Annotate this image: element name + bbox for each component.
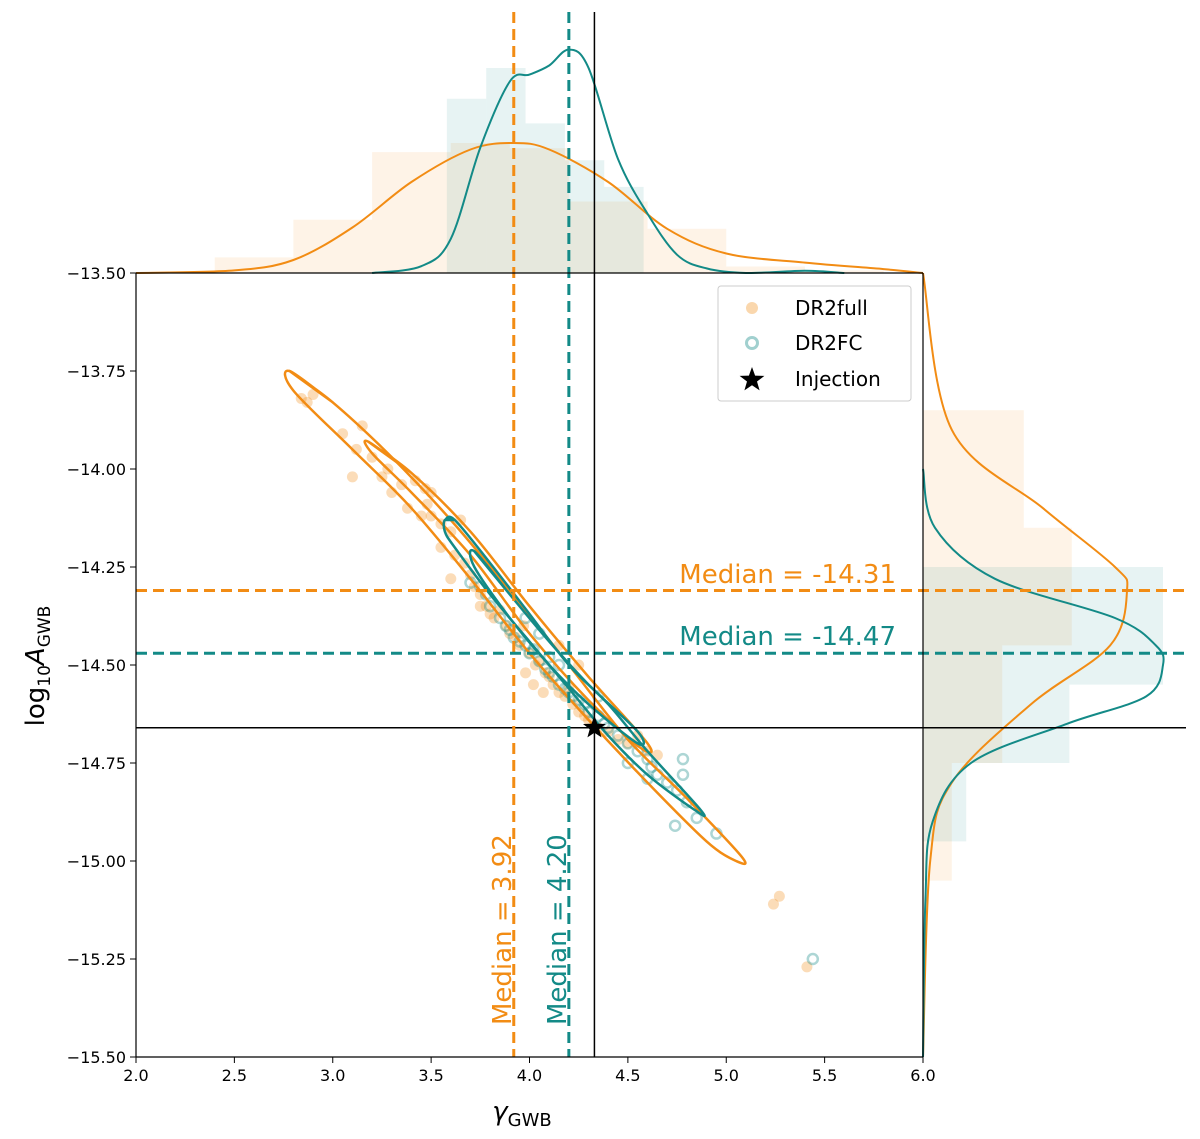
x-tick-label: 3.5: [418, 1066, 443, 1085]
point-dr2full: [773, 890, 785, 902]
point-dr2fc: [493, 611, 507, 625]
y-tick-label: −14.50: [67, 656, 126, 675]
hist-gamma-dr2fc-bar: [604, 186, 644, 273]
hist-gamma-dr2full-bar: [568, 201, 648, 273]
marginal-y-panel: [922, 272, 1165, 1058]
median-label-gamma-dr2full: Median = 3.92: [488, 834, 518, 1025]
x-tick-label: 5.0: [714, 1066, 739, 1085]
point-dr2full: [801, 961, 813, 973]
legend: DR2full DR2FC Injection: [717, 285, 912, 402]
y-tick-label: −13.50: [67, 264, 126, 283]
x-tick-label: 2.5: [222, 1066, 247, 1085]
hist-logA-dr2fc-bar: [923, 567, 1163, 685]
median-label-gamma-dr2fc: Median = 4.20: [543, 834, 573, 1025]
point-dr2full: [573, 706, 585, 718]
x-tick-label: 2.0: [123, 1066, 148, 1085]
y-tick-label: −15.25: [67, 950, 126, 969]
point-dr2fc: [499, 619, 513, 633]
point-dr2fc: [483, 599, 497, 613]
legend-marker-dr2full: [746, 302, 758, 314]
median-label-logA-dr2full: Median = -14.31: [679, 560, 896, 590]
hist-gamma-dr2fc-bar: [486, 68, 526, 273]
y-tick-label: −14.25: [67, 558, 126, 577]
hist-gamma-dr2full-bar: [647, 228, 727, 273]
marginal-x-panel: [135, 48, 924, 275]
point-dr2fc: [641, 752, 654, 766]
hist-logA-dr2full-bar: [923, 410, 1024, 528]
point-dr2fc: [582, 705, 595, 719]
hist-gamma-dr2fc-bar: [446, 98, 487, 273]
point-dr2fc: [668, 819, 682, 832]
point-dr2fc: [645, 760, 658, 774]
point-dr2full: [767, 898, 779, 910]
axes: 2.0 2.5 3.0 3.5 4.0 4.5 5.0 5.5 6.0 −13.50 −13.75 −…: [67, 264, 936, 1085]
point-dr2full: [301, 396, 313, 408]
contour-dr2full-outer: [283, 369, 747, 866]
x-axis-label: γGWB: [492, 1097, 552, 1131]
x-tick-label: 5.5: [812, 1066, 837, 1085]
y-axis-label: log10AGWB: [21, 606, 55, 727]
legend-frame: [717, 285, 912, 402]
point-dr2full: [366, 451, 378, 463]
y-tick-label: −13.75: [67, 362, 126, 381]
y-tick-label: −14.75: [67, 754, 126, 773]
point-dr2full: [307, 389, 319, 401]
hist-gamma-dr2full-bar: [293, 219, 373, 273]
hist-gamma-dr2fc-bar: [525, 123, 565, 273]
point-dr2full: [419, 483, 431, 495]
point-dr2full: [488, 612, 500, 624]
kde-logA-dr2full: [922, 272, 1129, 1058]
point-dr2full: [484, 608, 496, 620]
legend-label-injection: Injection: [795, 367, 881, 391]
y-tick-label: −15.00: [67, 852, 126, 871]
point-dr2full: [356, 420, 368, 432]
point-dr2full: [346, 471, 358, 483]
point-dr2fc: [690, 811, 703, 825]
point-dr2fc: [806, 952, 820, 966]
point-dr2full: [520, 667, 532, 679]
hist-gamma-dr2fc-bar: [564, 160, 605, 273]
hist-logA-dr2full-bar: [923, 527, 1072, 646]
kde-gamma-dr2full: [135, 142, 924, 274]
point-dr2full: [396, 479, 408, 491]
legend-label-dr2fc: DR2FC: [795, 331, 863, 355]
median-label-logA-dr2fc: Median = -14.47: [679, 622, 896, 652]
injection-star: [583, 715, 606, 738]
point-dr2full: [527, 679, 539, 691]
x-tick-label: 4.0: [517, 1066, 542, 1085]
point-dr2full: [632, 730, 644, 742]
hist-logA-dr2fc-bar: [923, 684, 1070, 763]
point-dr2full: [445, 573, 457, 585]
x-tick-label: 4.5: [615, 1066, 640, 1085]
legend-label-dr2full: DR2full: [795, 296, 868, 320]
hist-gamma-dr2full-bar: [450, 143, 510, 273]
point-dr2full: [415, 510, 427, 522]
contour-dr2fc-outer: [442, 515, 706, 818]
point-dr2fc: [676, 752, 690, 766]
legend-marker-dr2fc: [745, 336, 759, 350]
hist-gamma-dr2full-bar: [214, 257, 294, 273]
hist-gamma-dr2full-bar: [509, 148, 569, 273]
y-tick-label: −14.00: [67, 460, 126, 479]
y-tick-label: −15.50: [67, 1048, 126, 1067]
x-tick-label: 6.0: [910, 1066, 935, 1085]
point-dr2fc: [676, 768, 690, 782]
point-dr2fc: [538, 662, 552, 676]
reference-lines: [136, 12, 1186, 1057]
legend-marker-injection: [739, 367, 765, 391]
kde-gamma-dr2fc: [371, 48, 845, 275]
kde-logA-dr2fc: [922, 468, 1165, 1058]
hist-gamma-dr2full-bar: [726, 266, 805, 273]
point-dr2full: [425, 510, 437, 522]
hist-gamma-dr2full-bar: [372, 152, 451, 273]
hist-logA-dr2full-bar: [923, 645, 1003, 763]
hist-logA-dr2full-bar: [923, 763, 952, 881]
point-dr2full: [537, 686, 549, 698]
x-tick-label: 3.0: [320, 1066, 345, 1085]
point-dr2full: [474, 600, 486, 612]
hist-gamma-dr2full-bar: [804, 270, 884, 273]
